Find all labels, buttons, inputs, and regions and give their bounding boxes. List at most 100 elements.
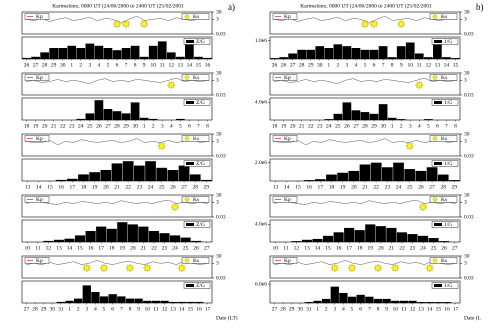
x-tick-label: 21 xyxy=(389,245,395,251)
bar xyxy=(91,292,100,303)
bar xyxy=(344,227,355,242)
x-tick-label: 29 xyxy=(452,184,458,190)
x-tick-label: 15 xyxy=(295,184,301,190)
ks-event xyxy=(170,202,180,212)
bar xyxy=(130,102,140,120)
bar-legend-box xyxy=(431,221,459,228)
bar xyxy=(180,237,191,242)
x-tick-label: 15 xyxy=(196,62,202,68)
kp-frame xyxy=(21,255,213,279)
bar xyxy=(117,296,126,303)
kp-legend-box xyxy=(272,257,298,264)
column-title: Karimshino, 0000 UT (24/06/2000 to 2400 … xyxy=(300,2,432,9)
x-tick-label: 26 xyxy=(170,184,176,190)
x-tick-label: 27 xyxy=(272,306,278,312)
bar xyxy=(189,174,201,181)
bar xyxy=(139,117,149,120)
bar xyxy=(94,45,104,59)
kp-legend-box xyxy=(272,13,298,20)
x-tick-label: 17 xyxy=(346,245,352,251)
ks-label: Ks xyxy=(193,14,199,20)
bar-legend-box xyxy=(183,38,211,45)
bar xyxy=(177,301,186,303)
kp-legend-box xyxy=(24,257,50,264)
y-tick-label: 0.03 xyxy=(216,275,226,281)
x-tick-label: 29 xyxy=(289,306,295,312)
x-tick-label: 16 xyxy=(306,184,312,190)
x-tick-label: 25 xyxy=(87,123,93,129)
bar xyxy=(157,41,167,59)
y-tick-label: 4.0e6 xyxy=(255,222,267,228)
kp-frame xyxy=(269,194,461,218)
bar xyxy=(365,296,374,303)
bar xyxy=(166,52,176,59)
x-tick-label: 11 xyxy=(283,245,289,251)
bar xyxy=(112,50,122,59)
y-tick-label: 3 xyxy=(464,261,467,267)
bar xyxy=(324,48,334,59)
x-tick-label: 1 xyxy=(327,62,330,68)
ks-legend-icon xyxy=(184,13,190,20)
x-tick-label: 9 xyxy=(137,306,140,312)
x-tick-label: 29 xyxy=(123,123,129,129)
kp-line xyxy=(273,77,457,85)
x-tick-label: 27 xyxy=(290,62,296,68)
x-tick-label: 2 xyxy=(152,123,155,129)
x-tick-label: 25 xyxy=(159,184,165,190)
bar xyxy=(291,241,302,242)
bar-legend-box xyxy=(183,282,211,289)
ks-legend-icon xyxy=(184,74,190,81)
bar xyxy=(426,167,438,181)
bar xyxy=(324,119,334,120)
bar xyxy=(53,239,65,242)
x-tick-label: 18 xyxy=(81,184,87,190)
bar-label: 1/G xyxy=(444,39,452,45)
y-tick-label: 0.03 xyxy=(216,92,226,98)
x-tick-label: 26 xyxy=(193,245,199,251)
ks-event xyxy=(112,19,122,29)
x-tick-label: 1 xyxy=(316,306,319,312)
bar xyxy=(405,42,415,59)
x-tick-label: 2 xyxy=(325,306,328,312)
x-tick-label: 7 xyxy=(125,62,128,68)
x-tick-label: 4 xyxy=(342,306,345,312)
x-tick-label: 13 xyxy=(273,184,279,190)
y-tick-label: 2.0e6 xyxy=(255,160,267,166)
bar xyxy=(279,57,288,59)
x-tick-label: 17 xyxy=(453,306,459,312)
x-tick-label: 30 xyxy=(60,62,66,68)
ks-event xyxy=(121,19,131,29)
ks-event xyxy=(330,263,340,273)
x-tick-label: 15 xyxy=(188,306,194,312)
ks-label: Ks xyxy=(441,258,447,264)
ks-event xyxy=(360,19,370,29)
x-tick-label: 12 xyxy=(46,245,52,251)
x-tick-label: 12 xyxy=(169,62,175,68)
ks-label: Ks xyxy=(441,197,447,203)
x-tick-label: 2 xyxy=(79,62,82,68)
kp-label: Kp xyxy=(36,136,43,142)
kp-frame xyxy=(21,194,213,218)
y-tick-label: 6.0e6 xyxy=(255,281,267,287)
kp-legend-box xyxy=(24,196,50,203)
bar xyxy=(451,58,460,59)
bar xyxy=(360,112,370,120)
x-tick-label: 17 xyxy=(98,245,104,251)
y-tick-label: 30 xyxy=(216,70,222,76)
bar xyxy=(404,169,416,181)
bar-legend-swatch xyxy=(186,223,194,226)
ks-label: Ks xyxy=(193,197,199,203)
bar xyxy=(55,179,67,181)
panel-letter: b) xyxy=(476,2,484,12)
kp-legend-box xyxy=(272,196,298,203)
x-tick-label: 15 xyxy=(453,62,459,68)
ks-event xyxy=(373,263,383,273)
x-tick-label: 4 xyxy=(418,123,421,129)
bar xyxy=(354,230,365,242)
kp-legend-box xyxy=(272,74,298,81)
x-tick-label: 14 xyxy=(427,306,433,312)
x-tick-label: 14 xyxy=(36,184,42,190)
bar xyxy=(194,301,204,303)
bar xyxy=(351,110,361,120)
bar xyxy=(85,231,96,242)
